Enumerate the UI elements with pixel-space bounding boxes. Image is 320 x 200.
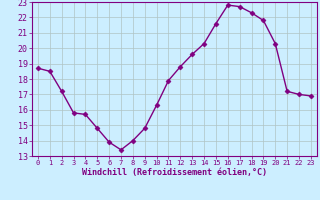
- X-axis label: Windchill (Refroidissement éolien,°C): Windchill (Refroidissement éolien,°C): [82, 168, 267, 177]
